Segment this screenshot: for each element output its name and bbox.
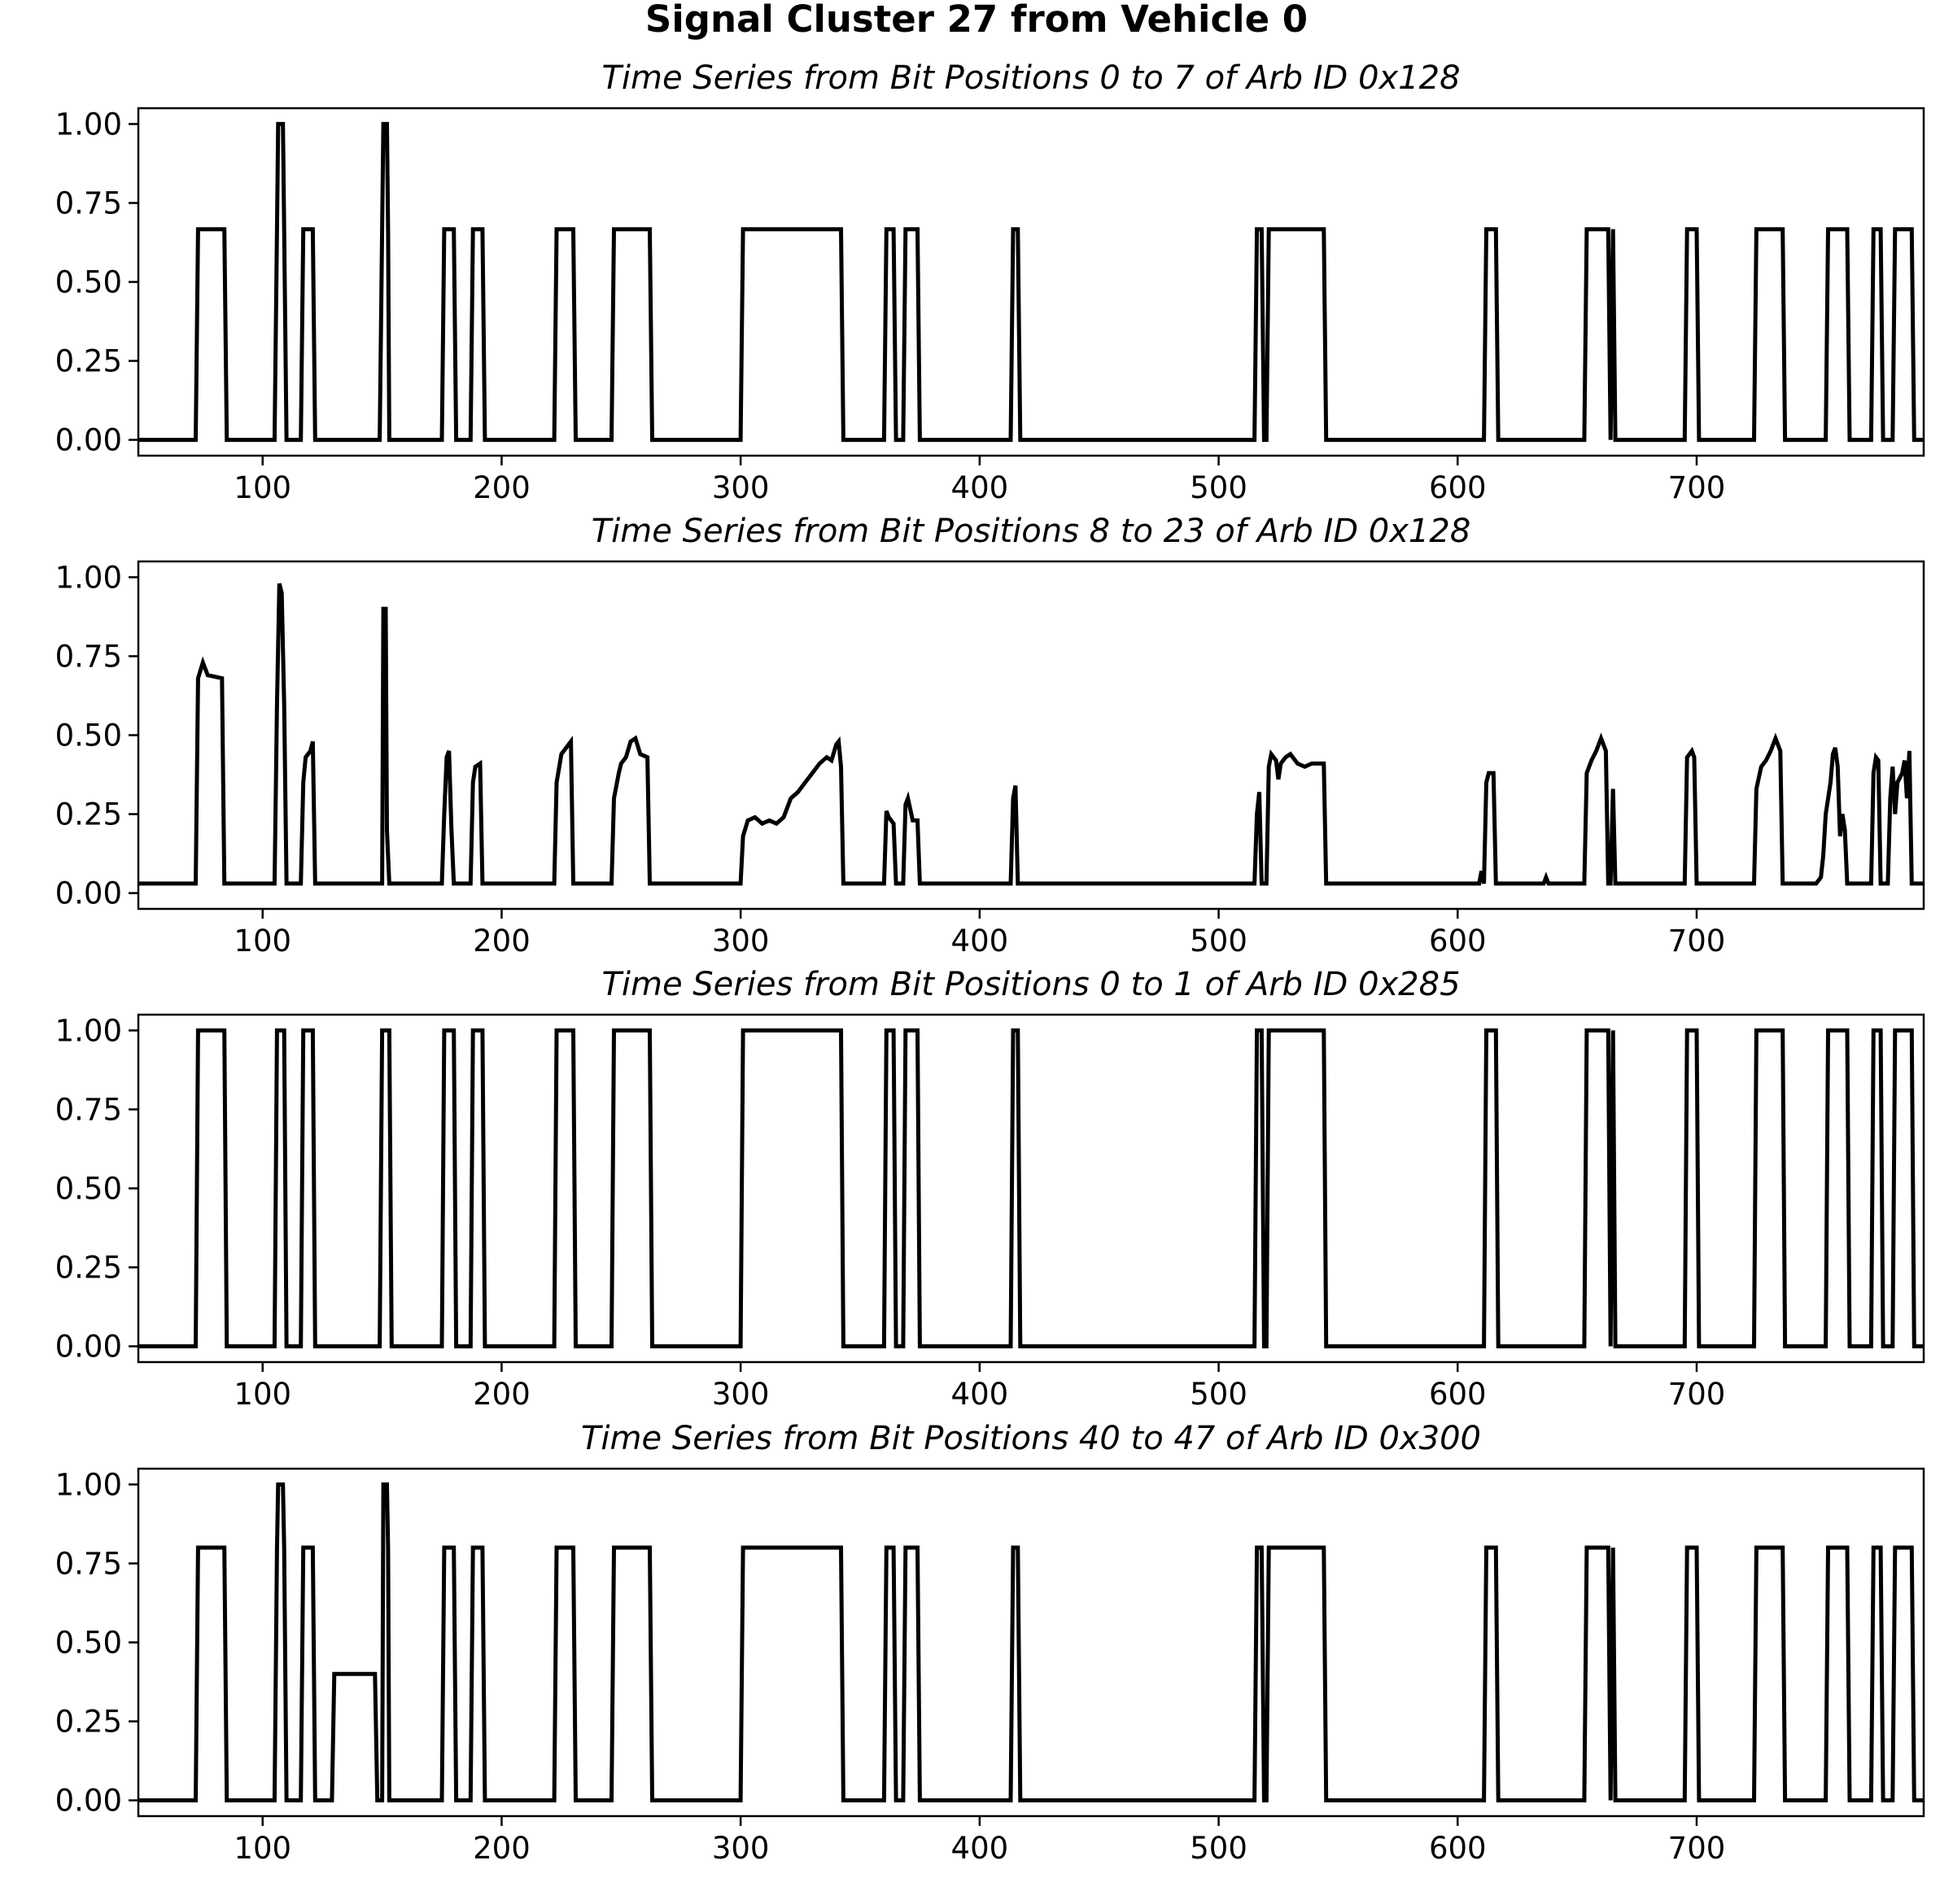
x-tick-label: 100 xyxy=(234,470,291,505)
x-tick-label: 400 xyxy=(951,470,1009,505)
x-tick-label: 400 xyxy=(951,1831,1009,1866)
y-tick-label: 0.00 xyxy=(55,1330,122,1365)
x-tick-label: 600 xyxy=(1429,1377,1487,1412)
series-line xyxy=(138,121,1924,443)
y-tick-label: 0.50 xyxy=(55,1626,122,1661)
axes-frame xyxy=(137,1013,1925,1364)
panel-2: Time Series from Bit Positions 8 to 23 o… xyxy=(55,513,1925,959)
figure-title: Signal Cluster 27 from Vehicle 0 xyxy=(644,0,1309,41)
x-tick-label: 500 xyxy=(1190,470,1247,505)
panel-title: Time Series from Bit Positions 8 to 23 o… xyxy=(592,513,1471,550)
series-line xyxy=(138,1482,1924,1803)
axes-frame xyxy=(137,1467,1925,1818)
y-tick-label: 0.00 xyxy=(55,876,122,911)
x-tick-label: 400 xyxy=(951,1377,1009,1412)
x-tick-label: 700 xyxy=(1668,1377,1726,1412)
panel-3: Time Series from Bit Positions 0 to 1 of… xyxy=(55,966,1925,1412)
panel-title: Time Series from Bit Positions 40 to 47 … xyxy=(581,1420,1481,1457)
y-tick-label: 0.25 xyxy=(55,344,122,379)
y-tick-label: 1.00 xyxy=(55,560,122,595)
axes-frame xyxy=(137,107,1925,457)
x-tick-label: 500 xyxy=(1190,924,1247,959)
panel-1: Time Series from Bit Positions 0 to 7 of… xyxy=(55,59,1925,505)
x-tick-label: 200 xyxy=(473,470,531,505)
y-tick-label: 0.50 xyxy=(55,1172,122,1207)
y-tick-label: 0.75 xyxy=(55,1546,122,1581)
x-tick-label: 300 xyxy=(712,1377,770,1412)
x-tick-label: 500 xyxy=(1190,1377,1247,1412)
panel-title: Time Series from Bit Positions 0 to 1 of… xyxy=(601,966,1460,1003)
y-tick-label: 0.00 xyxy=(55,1784,122,1819)
panel-4: Time Series from Bit Positions 40 to 47 … xyxy=(55,1420,1925,1866)
y-tick-label: 0.75 xyxy=(55,186,122,221)
x-tick-label: 600 xyxy=(1429,470,1487,505)
x-tick-label: 200 xyxy=(473,1831,531,1866)
x-tick-label: 700 xyxy=(1668,924,1726,959)
x-tick-label: 700 xyxy=(1668,470,1726,505)
axes-frame xyxy=(137,560,1925,911)
y-tick-label: 0.50 xyxy=(55,265,122,300)
x-tick-label: 300 xyxy=(712,1831,770,1866)
x-tick-label: 400 xyxy=(951,924,1009,959)
y-tick-label: 0.50 xyxy=(55,718,122,753)
x-tick-label: 600 xyxy=(1429,924,1487,959)
x-tick-label: 100 xyxy=(234,1831,291,1866)
y-tick-label: 0.00 xyxy=(55,423,122,458)
y-tick-label: 1.00 xyxy=(55,1013,122,1048)
series-line xyxy=(138,583,1924,886)
x-tick-label: 200 xyxy=(473,924,531,959)
x-tick-label: 600 xyxy=(1429,1831,1487,1866)
x-tick-label: 700 xyxy=(1668,1831,1726,1866)
x-tick-label: 100 xyxy=(234,924,291,959)
x-tick-label: 500 xyxy=(1190,1831,1247,1866)
x-tick-label: 300 xyxy=(712,470,770,505)
x-tick-label: 100 xyxy=(234,1377,291,1412)
y-tick-label: 1.00 xyxy=(55,1467,122,1502)
y-tick-label: 0.75 xyxy=(55,639,122,674)
series-line xyxy=(138,1028,1924,1349)
x-tick-label: 200 xyxy=(473,1377,531,1412)
y-tick-label: 0.25 xyxy=(55,1251,122,1286)
y-tick-label: 0.75 xyxy=(55,1092,122,1127)
panel-title: Time Series from Bit Positions 0 to 7 of… xyxy=(601,59,1460,97)
y-tick-label: 1.00 xyxy=(55,107,122,142)
x-tick-label: 300 xyxy=(712,924,770,959)
y-tick-label: 0.25 xyxy=(55,1705,122,1740)
y-tick-label: 0.25 xyxy=(55,797,122,832)
